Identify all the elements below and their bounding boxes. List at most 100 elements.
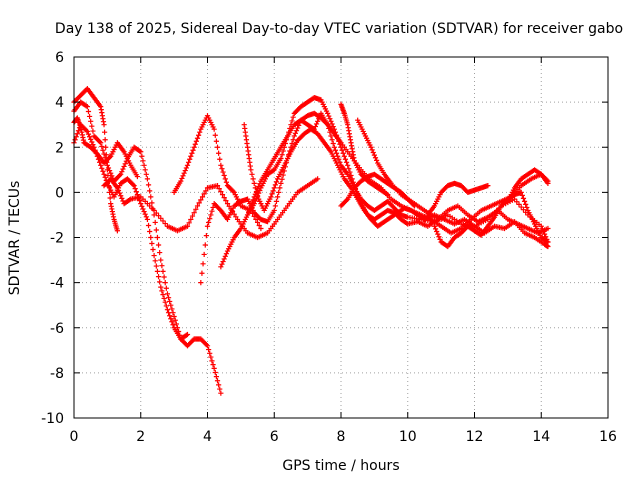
data-point bbox=[337, 159, 343, 165]
y-tick-label: -8 bbox=[50, 366, 64, 382]
data-point bbox=[340, 150, 346, 156]
data-point bbox=[154, 268, 161, 274]
data-point bbox=[153, 210, 159, 216]
y-tick-label: 4 bbox=[55, 95, 64, 111]
data-point bbox=[213, 138, 219, 144]
data-point bbox=[127, 197, 133, 203]
data-point bbox=[204, 343, 211, 349]
data-point bbox=[201, 191, 207, 197]
data-point bbox=[163, 303, 169, 309]
data-point bbox=[188, 216, 194, 223]
series-track-7 bbox=[198, 110, 551, 286]
data-point bbox=[160, 218, 166, 224]
data-point bbox=[105, 165, 112, 171]
data-point bbox=[207, 350, 213, 356]
y-tick-label: -10 bbox=[41, 411, 64, 427]
data-point bbox=[348, 172, 354, 179]
data-point bbox=[218, 162, 224, 168]
data-point bbox=[384, 191, 390, 197]
data-point bbox=[273, 179, 280, 185]
data-point bbox=[312, 123, 319, 130]
data-point bbox=[170, 310, 176, 316]
data-point bbox=[145, 182, 152, 188]
data-point bbox=[198, 280, 204, 286]
data-point bbox=[369, 147, 375, 153]
data-point bbox=[150, 246, 156, 253]
series-track-6 bbox=[171, 113, 264, 232]
data-point bbox=[86, 134, 93, 140]
data-point bbox=[221, 195, 227, 201]
data-point bbox=[133, 189, 139, 195]
x-tick-label: 14 bbox=[532, 429, 550, 445]
data-point bbox=[172, 317, 178, 323]
data-point bbox=[257, 181, 263, 187]
grid-layer bbox=[74, 57, 608, 418]
y-tick-label: -4 bbox=[50, 276, 64, 292]
data-point bbox=[251, 180, 257, 186]
series-track-2 bbox=[71, 99, 224, 396]
data-point bbox=[221, 172, 227, 179]
data-point bbox=[210, 362, 216, 368]
data-point bbox=[98, 140, 104, 146]
data-point bbox=[117, 172, 123, 179]
data-point bbox=[140, 206, 146, 212]
data-point bbox=[194, 203, 201, 209]
x-tick-label: 12 bbox=[466, 429, 484, 445]
series-layer bbox=[71, 85, 551, 396]
x-tick-label: 4 bbox=[203, 429, 212, 445]
data-point bbox=[114, 228, 120, 234]
data-point bbox=[159, 263, 165, 269]
data-point bbox=[279, 152, 285, 158]
data-point bbox=[224, 201, 231, 207]
data-point bbox=[293, 128, 300, 134]
data-point bbox=[74, 131, 80, 137]
data-point bbox=[85, 108, 92, 115]
data-point bbox=[190, 147, 196, 153]
data-point bbox=[143, 171, 149, 177]
data-point bbox=[183, 332, 189, 338]
data-point bbox=[247, 206, 253, 212]
data-point bbox=[168, 302, 174, 308]
data-point bbox=[107, 195, 113, 201]
data-point bbox=[102, 174, 108, 180]
data-point bbox=[295, 125, 301, 131]
y-tick-label: 0 bbox=[55, 185, 64, 201]
data-point bbox=[371, 152, 377, 158]
series-track-13 bbox=[355, 117, 444, 223]
data-point bbox=[249, 200, 255, 206]
data-point bbox=[90, 128, 96, 134]
data-point bbox=[104, 162, 110, 168]
data-point bbox=[350, 179, 356, 185]
data-point bbox=[545, 225, 551, 232]
data-point bbox=[213, 374, 219, 380]
data-point bbox=[75, 128, 82, 134]
data-point bbox=[138, 149, 144, 155]
data-point bbox=[159, 288, 165, 294]
data-point bbox=[160, 268, 166, 274]
data-point bbox=[144, 216, 151, 223]
data-point bbox=[248, 167, 254, 173]
data-point bbox=[167, 313, 173, 319]
data-point bbox=[100, 168, 106, 174]
data-point bbox=[90, 142, 96, 148]
y-tick-label: 2 bbox=[55, 140, 64, 156]
data-point bbox=[244, 212, 251, 218]
x-tick-label: 10 bbox=[399, 429, 417, 445]
chart-title: Day 138 of 2025, Sidereal Day-to-day VTE… bbox=[55, 21, 623, 37]
data-point bbox=[169, 319, 175, 325]
data-point bbox=[223, 251, 230, 257]
data-point bbox=[214, 183, 221, 189]
y-tick-label: 6 bbox=[55, 50, 64, 66]
data-point bbox=[142, 211, 148, 217]
data-point bbox=[193, 138, 199, 144]
data-point bbox=[250, 176, 256, 182]
data-point bbox=[167, 298, 173, 305]
data-point bbox=[331, 144, 337, 150]
data-point bbox=[157, 249, 163, 256]
data-point bbox=[193, 206, 199, 212]
data-point bbox=[223, 198, 229, 204]
ticks-layer: 0 2 4 6 8 10 12 14 16 -10 -8 -6 -4 -2 0 2 4 6 bbox=[41, 50, 617, 445]
data-point bbox=[432, 226, 439, 232]
data-point bbox=[268, 194, 274, 200]
data-point bbox=[148, 234, 154, 241]
